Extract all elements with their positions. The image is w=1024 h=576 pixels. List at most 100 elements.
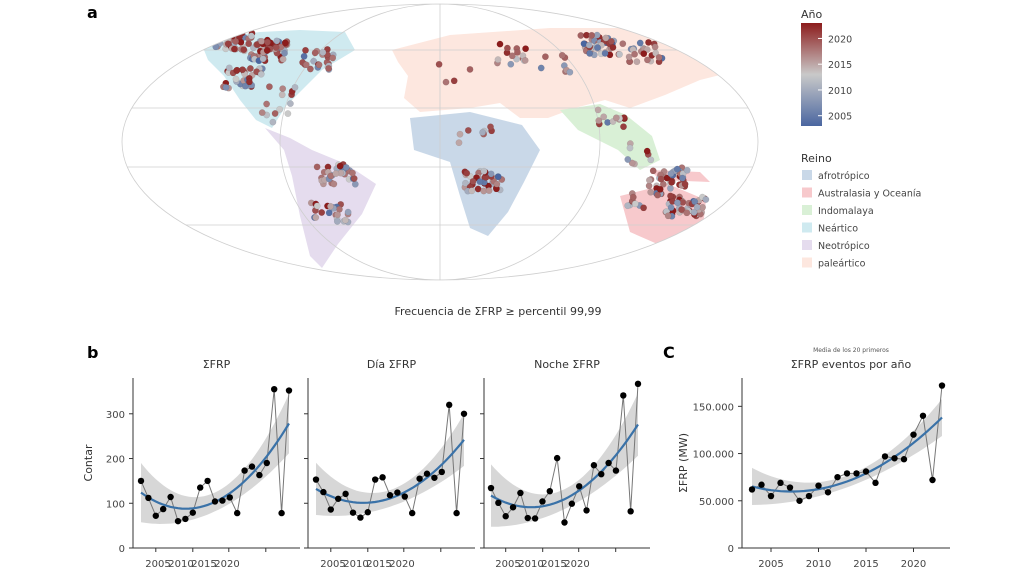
fire-point — [577, 32, 585, 39]
fire-point — [631, 50, 638, 58]
x-tick-label: 2010 — [168, 559, 193, 570]
chart-title: ΣFRP — [203, 358, 231, 371]
fire-point — [647, 188, 655, 196]
data-point — [583, 507, 590, 514]
fire-point — [245, 40, 253, 48]
fire-point — [225, 64, 233, 72]
data-point — [241, 467, 248, 474]
fire-point — [344, 208, 352, 216]
x-tick-label: 2020 — [901, 559, 926, 570]
fire-point — [657, 175, 665, 183]
fire-point — [271, 110, 279, 117]
world-map: Frecuencia de ΣFRP ≥ percentil 99,99 — [121, 3, 759, 318]
fire-point — [330, 180, 338, 188]
data-point — [423, 470, 431, 477]
fire-point — [588, 31, 596, 39]
fire-point — [246, 65, 254, 72]
fire-point — [456, 130, 464, 138]
fire-point — [469, 177, 477, 185]
fire-point — [655, 54, 663, 61]
fire-point — [232, 38, 240, 45]
fire-point — [223, 27, 231, 35]
fire-point — [258, 109, 266, 117]
fire-point — [479, 128, 486, 136]
fire-point — [325, 65, 332, 72]
fire-point — [683, 209, 691, 217]
fire-point — [667, 204, 675, 212]
data-point — [226, 494, 233, 501]
data-point — [929, 476, 936, 484]
data-point — [805, 492, 813, 500]
data-point — [627, 508, 634, 515]
fire-point — [227, 29, 235, 37]
realm-legend-swatch — [802, 205, 812, 215]
fire-point — [312, 214, 320, 221]
x-tick-label: 2010 — [806, 559, 831, 570]
realm-legend-swatch — [802, 257, 812, 268]
fire-point — [537, 64, 545, 72]
data-point — [786, 484, 794, 491]
y-tick-label: 100.000 — [693, 450, 734, 461]
fire-point — [629, 193, 637, 201]
fire-point — [494, 173, 502, 181]
fire-point — [269, 118, 277, 126]
realm-legend-swatch — [802, 240, 812, 250]
colorbar-tick-label: 2020 — [828, 34, 852, 45]
map-caption: Frecuencia de ΣFRP ≥ percentil 99,99 — [395, 305, 602, 318]
data-point — [446, 401, 453, 409]
data-point — [219, 497, 226, 504]
realm-legend-label: Australasia y Oceanía — [818, 189, 921, 200]
y-tick-label: 150.000 — [693, 402, 734, 413]
fire-point — [272, 44, 280, 51]
fire-point — [616, 50, 623, 58]
data-point — [386, 492, 394, 499]
confidence-band — [491, 393, 638, 527]
fire-point — [619, 40, 627, 48]
fire-point — [480, 167, 488, 175]
data-point — [796, 497, 803, 504]
data-point — [872, 479, 879, 487]
fire-point — [656, 185, 664, 193]
fire-point — [508, 52, 516, 60]
fire-point — [286, 100, 294, 108]
fire-point — [258, 37, 265, 45]
fire-point — [626, 144, 634, 152]
fire-point — [230, 45, 238, 53]
fire-point — [220, 29, 227, 37]
fire-point — [257, 70, 265, 78]
data-point — [256, 471, 263, 479]
chart-subtitle: Media de los 20 primeros — [813, 347, 889, 354]
fire-point — [601, 50, 609, 57]
fire-point — [327, 202, 334, 210]
fire-point — [644, 56, 651, 64]
data-point — [938, 382, 946, 389]
fire-point — [284, 110, 292, 118]
fire-point — [602, 34, 610, 42]
fire-point — [594, 106, 602, 114]
fire-point — [222, 84, 230, 91]
y-axis-label: Contar — [82, 444, 95, 481]
data-point — [862, 468, 870, 475]
fire-point — [674, 199, 681, 207]
data-point — [834, 473, 841, 481]
trend-line — [751, 416, 943, 493]
fire-point — [542, 53, 549, 61]
data-point — [487, 484, 495, 492]
data-point — [605, 459, 612, 467]
data-point — [372, 476, 379, 483]
data-point — [285, 387, 293, 394]
fire-point — [522, 45, 529, 53]
fire-point — [620, 123, 627, 131]
data-point — [881, 453, 889, 460]
data-point — [248, 463, 256, 470]
fire-point — [503, 44, 511, 52]
panel-label-b: b — [87, 343, 98, 362]
x-tick-label: 2010 — [518, 559, 543, 570]
x-tick-label: 2020 — [214, 559, 239, 570]
data-point — [598, 470, 605, 478]
fire-point — [332, 170, 340, 178]
data-point — [167, 493, 174, 501]
